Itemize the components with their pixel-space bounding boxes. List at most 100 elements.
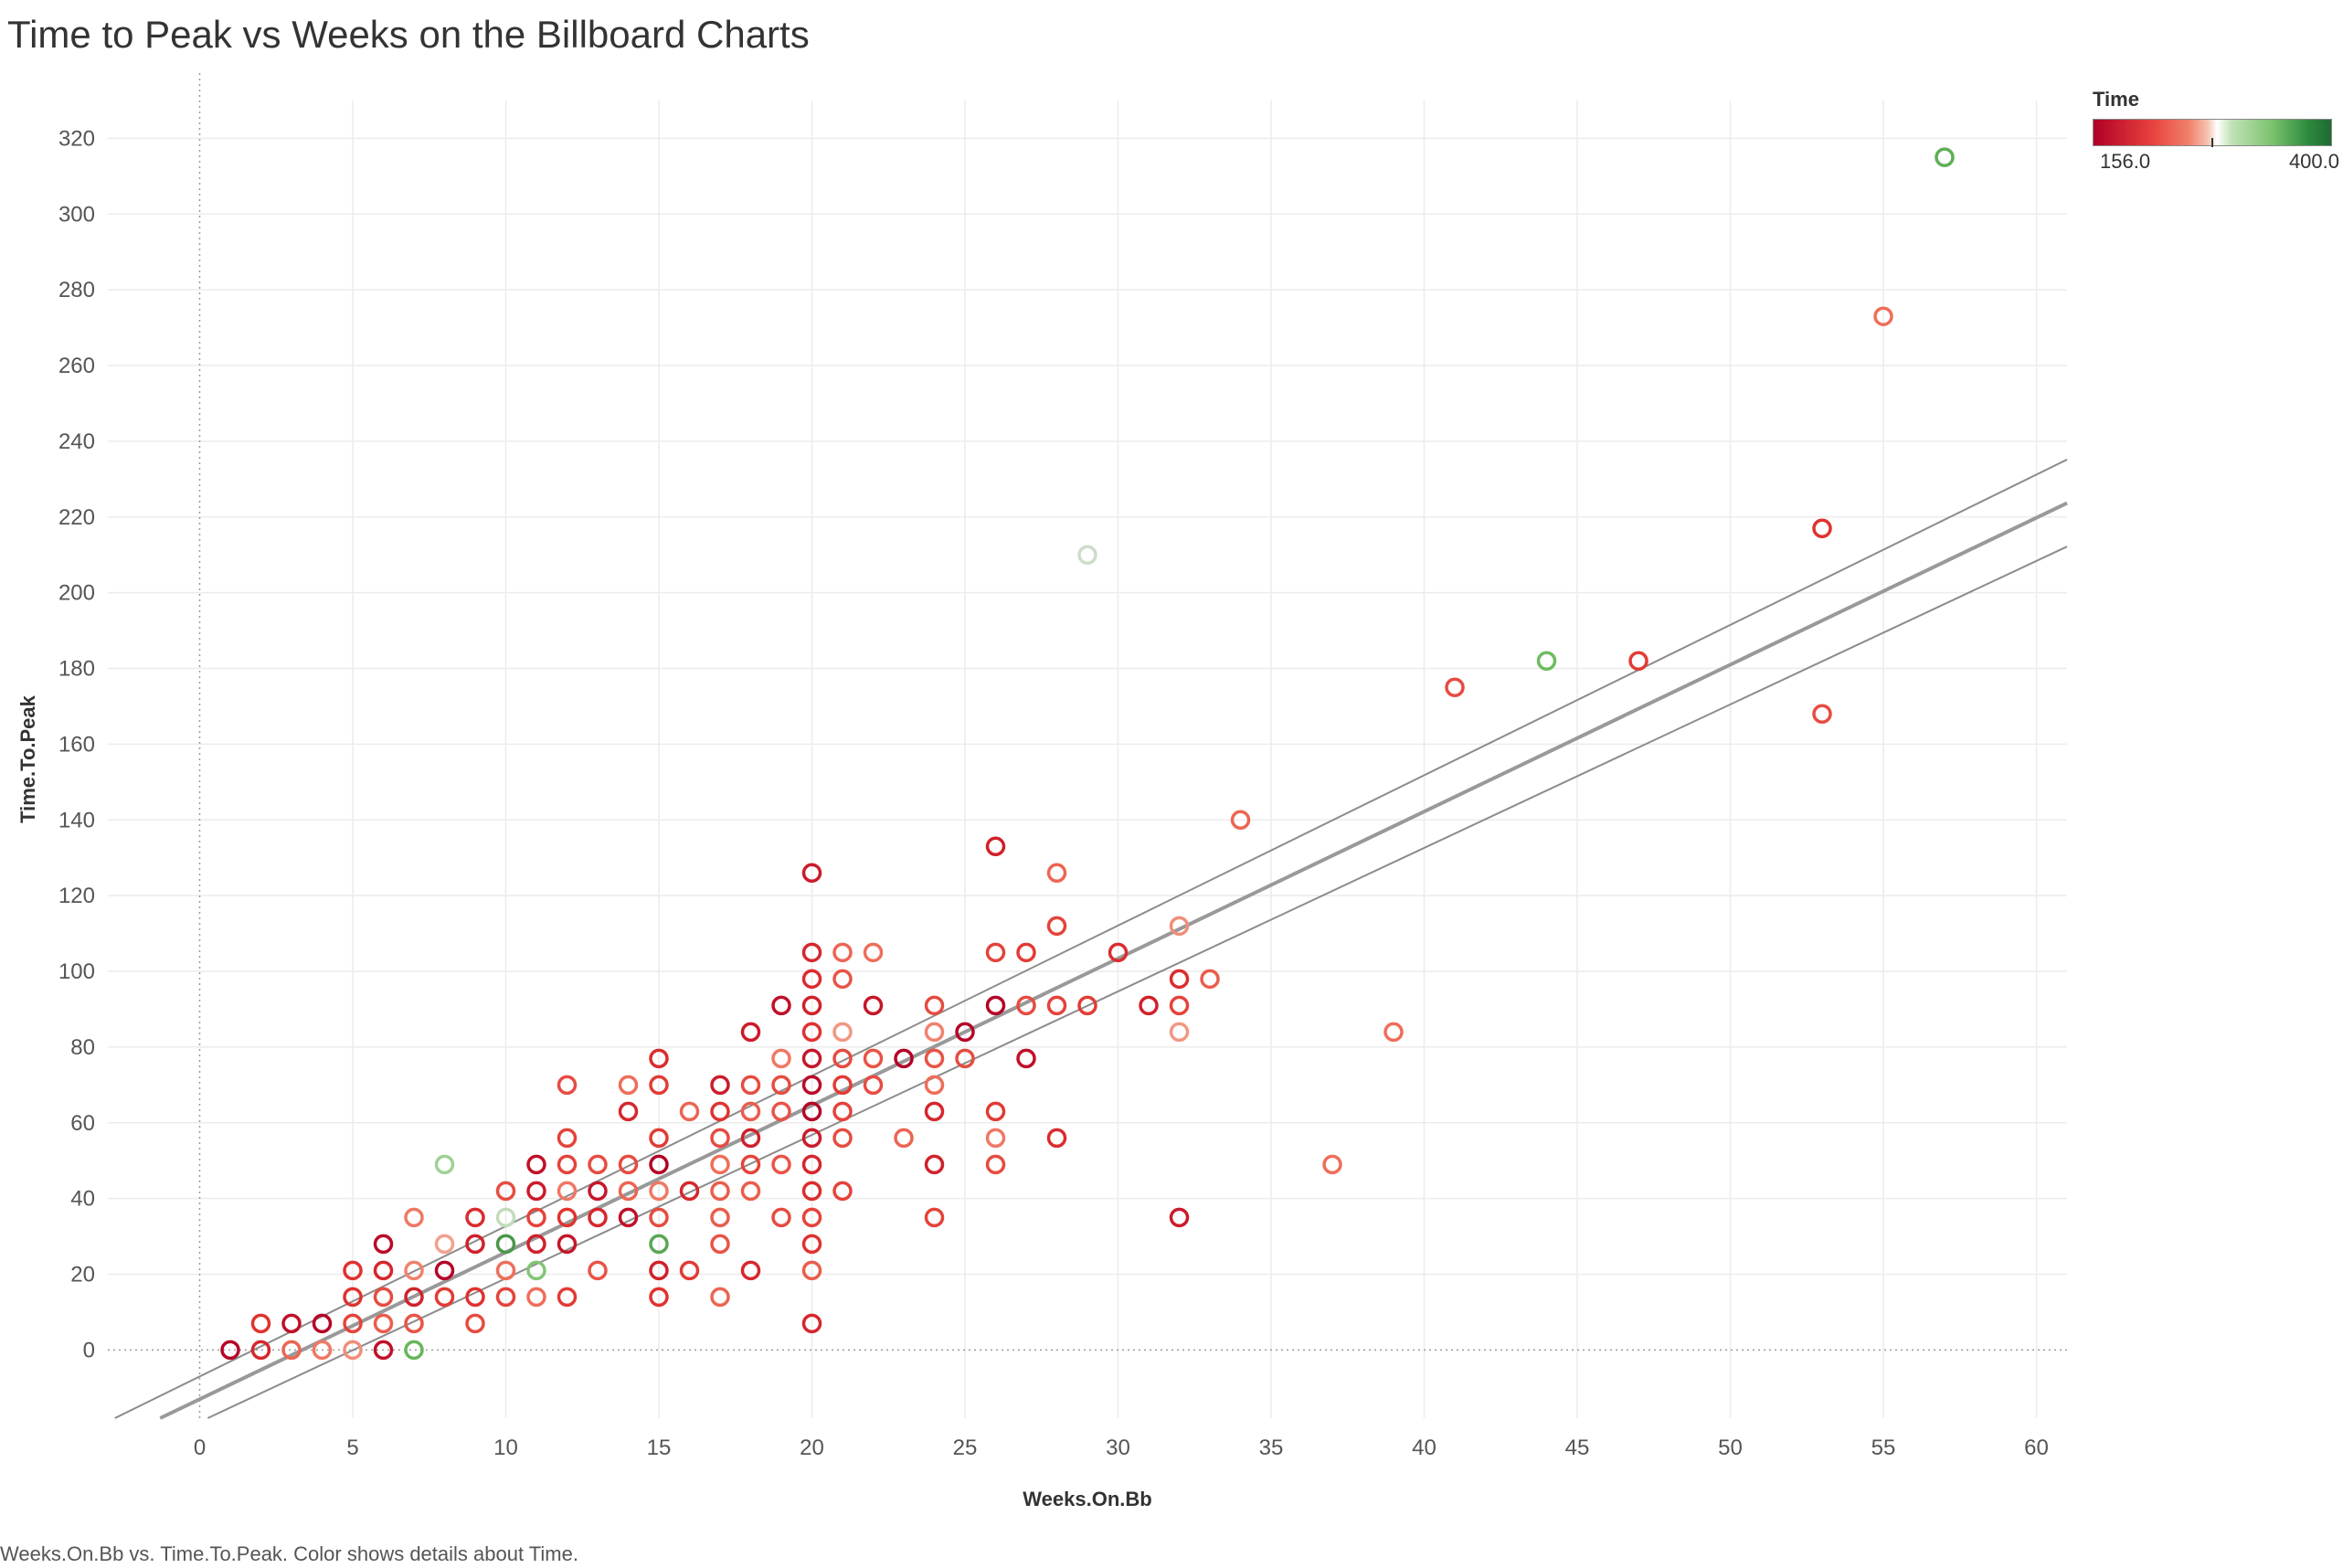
- data-point: [740, 1181, 761, 1202]
- x-tick-label: 50: [1718, 1436, 1743, 1460]
- y-tick-label: 280: [58, 278, 95, 302]
- data-point: [250, 1313, 271, 1334]
- data-point: [1046, 995, 1067, 1016]
- data-point: [1169, 1207, 1190, 1228]
- data-point: [404, 1287, 424, 1308]
- data-point: [404, 1260, 424, 1281]
- data-point: [801, 942, 822, 963]
- y-tick-label: 60: [70, 1111, 95, 1136]
- data-point: [649, 1154, 669, 1175]
- data-point: [863, 942, 884, 963]
- data-point: [894, 1048, 914, 1069]
- data-point: [985, 1101, 1006, 1122]
- data-point: [649, 1048, 669, 1069]
- data-point: [526, 1234, 546, 1255]
- data-point: [801, 1181, 822, 1202]
- data-point: [1322, 1154, 1342, 1175]
- y-tick-label: 0: [83, 1338, 95, 1362]
- data-point: [1077, 995, 1097, 1016]
- data-point: [832, 969, 853, 990]
- data-point: [801, 1207, 822, 1228]
- legend-min-label: 156.0: [2100, 150, 2151, 173]
- data-point: [557, 1207, 578, 1228]
- confidence-lower-line: [207, 546, 2068, 1419]
- data-point: [832, 1075, 853, 1096]
- data-point: [495, 1260, 516, 1281]
- data-point: [588, 1207, 608, 1228]
- data-point: [955, 1048, 975, 1069]
- data-point: [1169, 916, 1190, 937]
- data-point: [465, 1207, 485, 1228]
- data-point: [801, 1075, 822, 1096]
- axes: 0 5 10 15 20 25 30 35 40 45 50 55 60 0 20 40 60 80 100 120 1…: [16, 126, 2049, 1510]
- data-point: [312, 1313, 333, 1334]
- x-tick-label: 55: [1871, 1436, 1896, 1460]
- legend-title: Time: [2093, 88, 2139, 111]
- data-point: [863, 995, 884, 1016]
- x-tick-label: 10: [493, 1436, 518, 1460]
- y-tick-label: 260: [58, 354, 95, 378]
- data-point: [832, 1181, 853, 1202]
- data-point: [1200, 969, 1220, 990]
- legend-gradient-bar: [2093, 119, 2332, 147]
- data-point: [495, 1287, 516, 1308]
- data-point: [832, 942, 853, 963]
- data-point: [495, 1207, 516, 1228]
- data-point: [465, 1313, 485, 1334]
- data-point: [1536, 651, 1557, 672]
- data-point: [495, 1181, 516, 1202]
- x-tick-label: 60: [2024, 1436, 2049, 1460]
- x-tick-label: 45: [1565, 1436, 1590, 1460]
- data-point: [404, 1340, 424, 1361]
- data-point: [801, 1154, 822, 1175]
- data-point: [1169, 1022, 1190, 1043]
- data-point: [526, 1181, 546, 1202]
- data-point: [985, 1154, 1006, 1175]
- data-point: [495, 1234, 516, 1255]
- data-point: [343, 1260, 363, 1281]
- data-point: [710, 1154, 730, 1175]
- data-point: [924, 1048, 945, 1069]
- data-point: [710, 1128, 730, 1149]
- chart-title: Time to Peak vs Weeks on the Billboard C…: [7, 13, 810, 56]
- y-tick-label: 320: [58, 126, 95, 151]
- data-point: [557, 1234, 578, 1255]
- data-point: [649, 1128, 669, 1149]
- x-tick-label: 0: [194, 1436, 206, 1460]
- data-point: [1046, 916, 1067, 937]
- data-point: [801, 969, 822, 990]
- chart-caption: Weeks.On.Bb vs. Time.To.Peak. Color show…: [0, 1542, 578, 1565]
- data-point: [801, 1048, 822, 1069]
- data-point: [618, 1075, 639, 1096]
- data-point: [1873, 306, 1893, 326]
- data-point: [985, 1128, 1006, 1149]
- data-point: [955, 1022, 975, 1043]
- y-tick-label: 300: [58, 202, 95, 227]
- y-tick-label: 180: [58, 657, 95, 682]
- y-tick-label: 120: [58, 884, 95, 908]
- x-axis-title: Weeks.On.Bb: [1023, 1488, 1151, 1510]
- data-point: [618, 1154, 639, 1175]
- data-point: [710, 1207, 730, 1228]
- y-tick-label: 40: [70, 1187, 95, 1212]
- data-point: [771, 1207, 791, 1228]
- data-point: [894, 1128, 914, 1149]
- data-point: [557, 1154, 578, 1175]
- data-point: [404, 1313, 424, 1334]
- data-point: [740, 1260, 761, 1281]
- data-point: [649, 1075, 669, 1096]
- data-point: [618, 1181, 639, 1202]
- data-point: [465, 1287, 485, 1308]
- gridlines: [108, 101, 2067, 1418]
- data-point: [1108, 942, 1129, 963]
- data-point: [801, 863, 822, 884]
- data-point: [801, 995, 822, 1016]
- data-point: [526, 1287, 546, 1308]
- data-point: [679, 1101, 700, 1122]
- data-point: [1016, 1048, 1036, 1069]
- data-point: [771, 1154, 791, 1175]
- data-point: [281, 1313, 302, 1334]
- data-point: [588, 1260, 608, 1281]
- data-point: [343, 1287, 363, 1308]
